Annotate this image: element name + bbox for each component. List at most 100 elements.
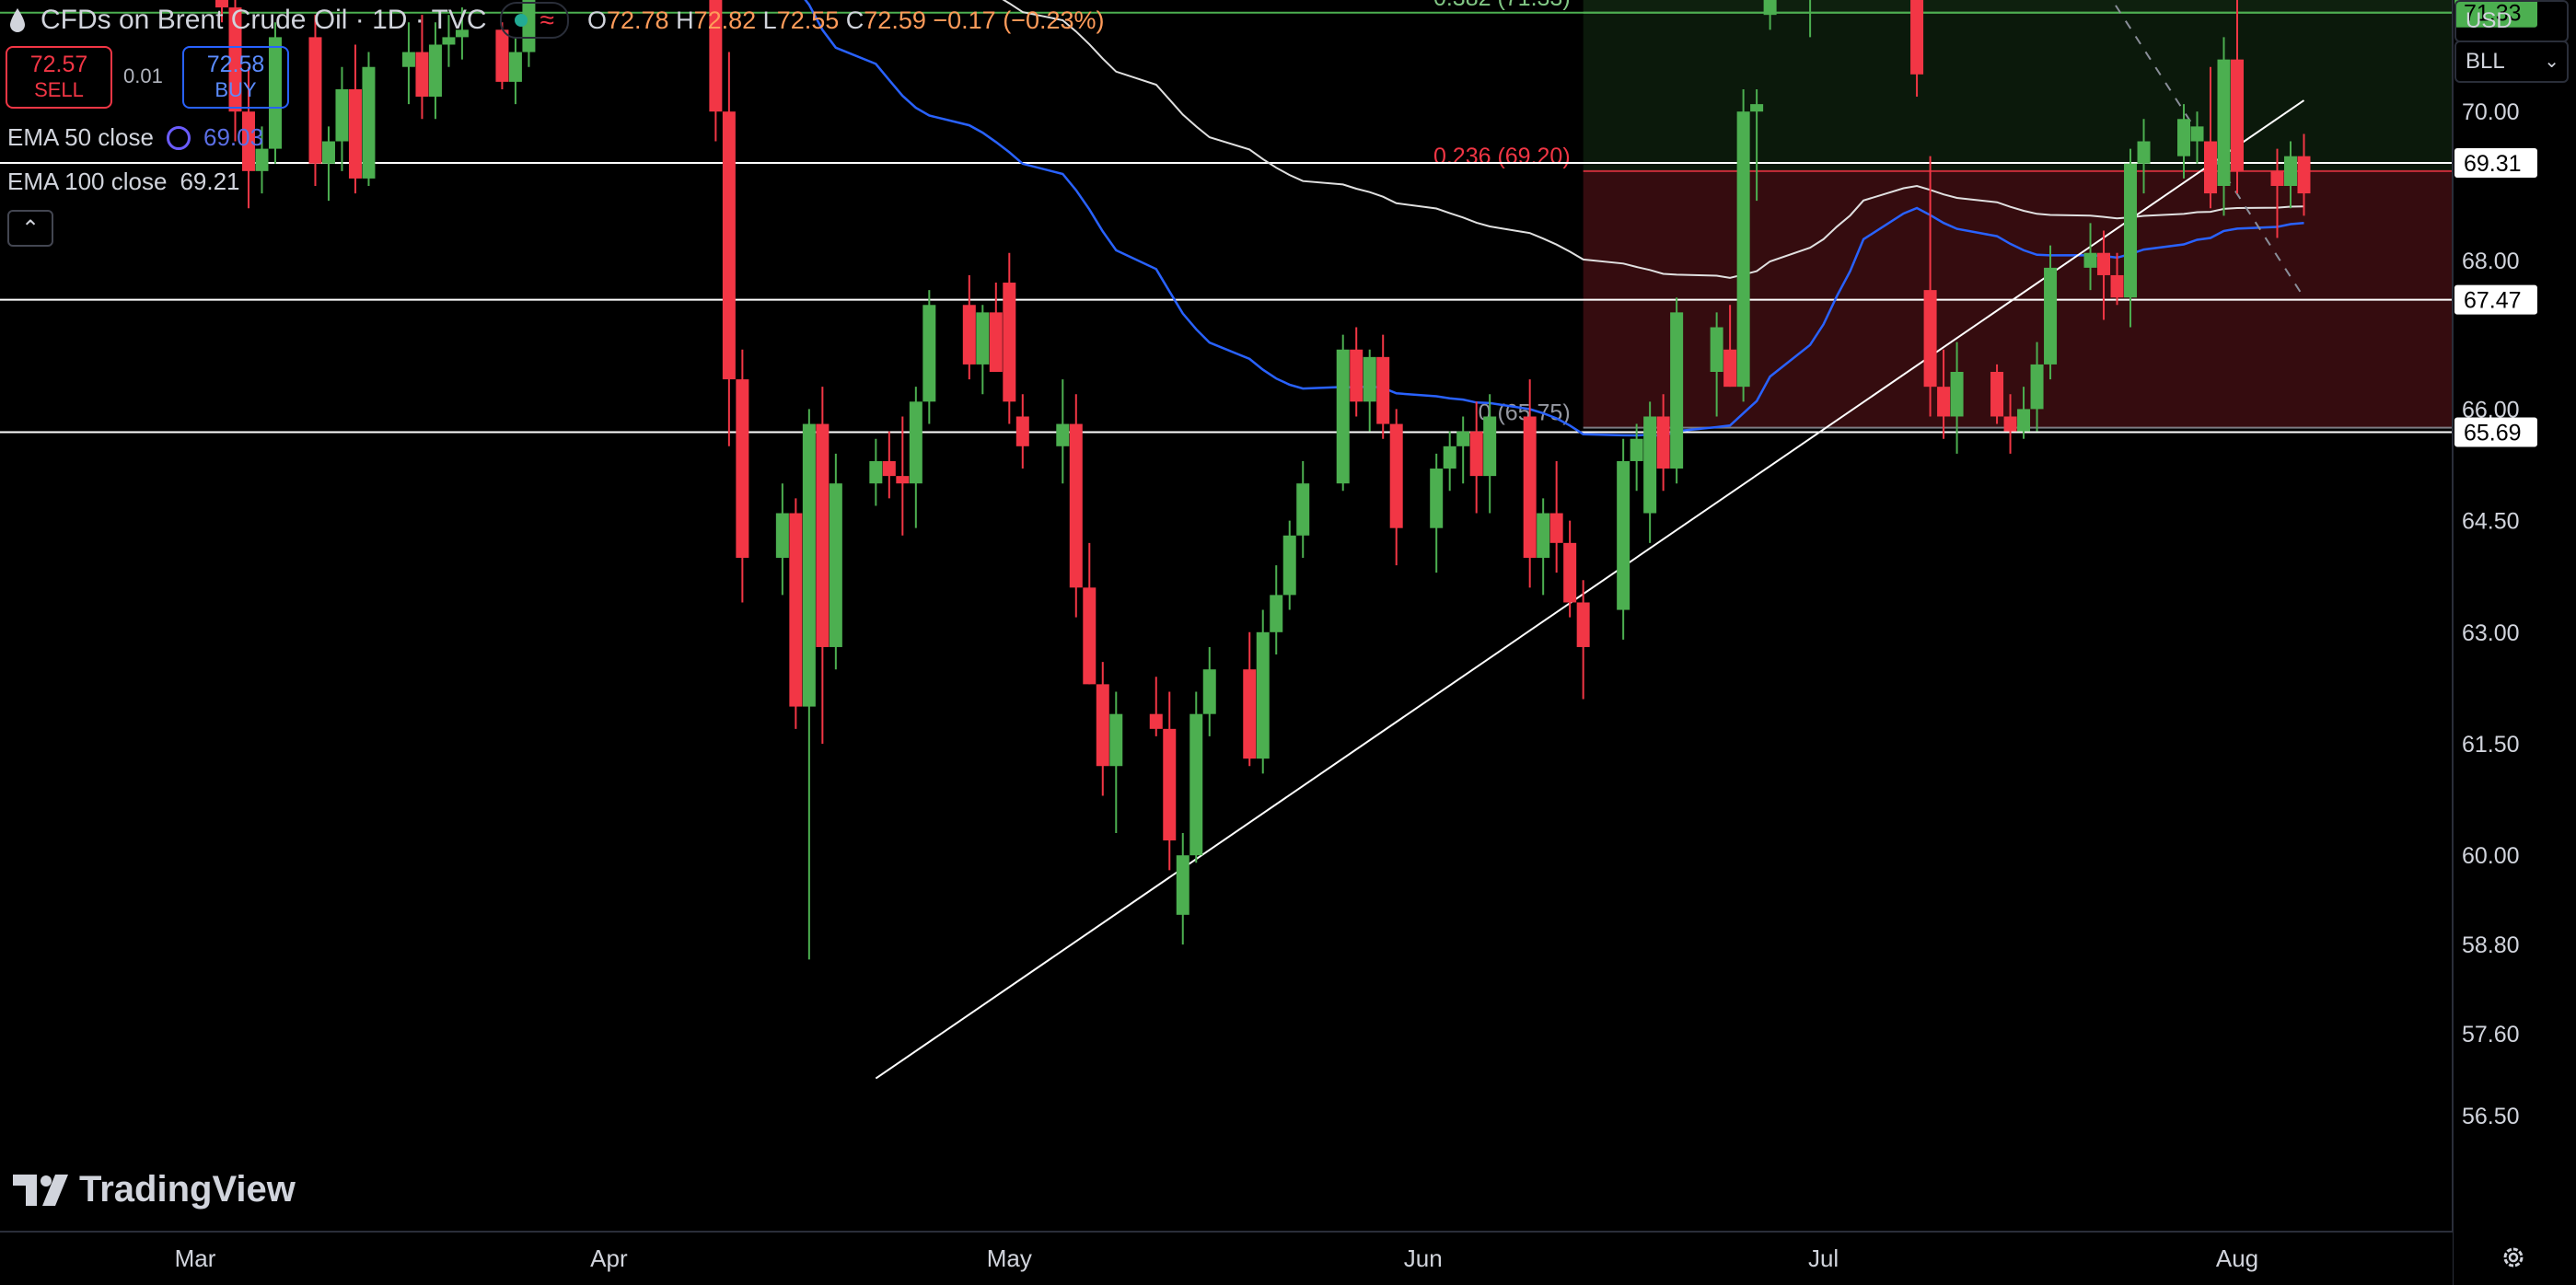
candle-body <box>1256 631 1270 759</box>
candle <box>922 290 936 424</box>
candle <box>1096 662 1109 796</box>
buy-button[interactable]: 72.58 BUY <box>182 46 289 109</box>
market-status-pill[interactable]: ≈ <box>499 2 569 39</box>
candle <box>1376 334 1390 439</box>
candle-body <box>1456 431 1470 446</box>
candle-body <box>1282 535 1296 596</box>
candle <box>2231 0 2244 194</box>
candle <box>1630 423 1643 492</box>
price-tag-bg <box>2454 0 2537 28</box>
candle <box>802 409 816 960</box>
sell-button[interactable]: 72.57 SELL <box>6 46 112 109</box>
candle <box>1763 0 1777 30</box>
candle-body <box>1750 104 1764 112</box>
y-tick-label: 70.00 <box>2462 99 2520 125</box>
settings-gear-icon[interactable] <box>2501 1244 2526 1270</box>
ema100-legend[interactable]: EMA 100 close 69.21 <box>7 168 240 195</box>
candle-body <box>1483 416 1497 477</box>
x-tick-label: May <box>987 1244 1032 1272</box>
candle <box>2044 245 2058 380</box>
candle <box>428 22 442 120</box>
candle-body <box>1630 438 1643 461</box>
candle-body <box>1549 513 1563 543</box>
candle <box>362 52 376 186</box>
symbol-title[interactable]: CFDs on Brent Crude Oil · 1D · TVC <box>41 5 487 35</box>
candle <box>1363 349 1376 432</box>
candle-body <box>1763 0 1777 16</box>
candle <box>989 283 1003 372</box>
unit-selector[interactable]: BLL ⌄ <box>2454 41 2569 83</box>
candle-body <box>816 423 830 647</box>
candle-body <box>1937 387 1951 417</box>
y-tick-label: 57.60 <box>2462 1022 2520 1048</box>
ema100-line <box>1002 0 2304 279</box>
candle <box>2110 252 2124 306</box>
candle <box>268 22 282 164</box>
candle <box>1015 394 1029 469</box>
candle-body <box>2044 267 2058 365</box>
x-tick-label: Jul <box>1808 1244 1839 1272</box>
candle <box>2217 37 2231 216</box>
candle <box>869 438 883 506</box>
candle <box>2204 66 2218 209</box>
tradingview-logo[interactable]: TradingView <box>13 1169 296 1210</box>
candle-body <box>2137 141 2151 164</box>
candle-body <box>1336 349 1350 484</box>
candle <box>1256 609 1270 774</box>
candle-body <box>2270 170 2284 186</box>
candle-body <box>922 305 936 402</box>
candle-body <box>1176 855 1189 915</box>
oil-drop-icon <box>10 8 25 32</box>
candle-body <box>428 44 442 98</box>
candle-body <box>709 0 723 112</box>
collapse-chevron-icon[interactable]: ⌃ <box>7 210 53 247</box>
candle <box>1163 691 1177 871</box>
candle <box>495 22 509 89</box>
wave-icon: ≈ <box>540 6 554 34</box>
candle-body <box>1656 416 1670 469</box>
candle <box>1990 364 2004 424</box>
candle-body <box>909 401 922 484</box>
time-axis-panel <box>0 1232 2453 1285</box>
candle-body <box>215 0 228 8</box>
candle-body <box>1096 684 1109 767</box>
candle <box>1456 416 1470 484</box>
candle-body <box>869 460 883 484</box>
candle <box>2097 230 2111 320</box>
tradingview-logo-icon <box>13 1174 68 1206</box>
y-tick-label: 58.80 <box>2462 932 2520 958</box>
currency-selector[interactable]: USD <box>2454 0 2569 42</box>
candle <box>1176 832 1189 945</box>
ema50-legend[interactable]: EMA 50 close 69.03 <box>7 123 264 151</box>
candle-body <box>1069 423 1083 588</box>
candle <box>896 416 910 536</box>
candle-body <box>989 312 1003 372</box>
candle <box>829 453 842 670</box>
candle <box>1069 394 1083 618</box>
candle <box>976 305 990 395</box>
candle <box>1202 646 1216 736</box>
candle-body <box>2124 163 2138 298</box>
candle-body <box>1003 283 1016 402</box>
price-tag-bg <box>2454 147 2537 178</box>
candle <box>1576 580 1590 700</box>
candle-body <box>2030 364 2044 410</box>
price-tag: 67.47 <box>2454 284 2537 315</box>
candle <box>816 387 830 744</box>
candle <box>962 274 976 380</box>
candle <box>1523 379 1537 588</box>
candle-body <box>802 423 816 707</box>
candle-body <box>1576 602 1590 647</box>
candle-body <box>1923 290 1937 388</box>
candle <box>1430 453 1444 573</box>
candle <box>1670 297 1684 484</box>
candle <box>909 387 922 528</box>
candle <box>1056 379 1070 484</box>
eye-icon[interactable] <box>166 125 191 150</box>
price-tag: 65.69 <box>2454 417 2537 447</box>
y-tick-label: 68.00 <box>2462 249 2520 274</box>
candle <box>2137 119 2151 194</box>
candle <box>1109 691 1123 833</box>
candle <box>2124 148 2138 328</box>
